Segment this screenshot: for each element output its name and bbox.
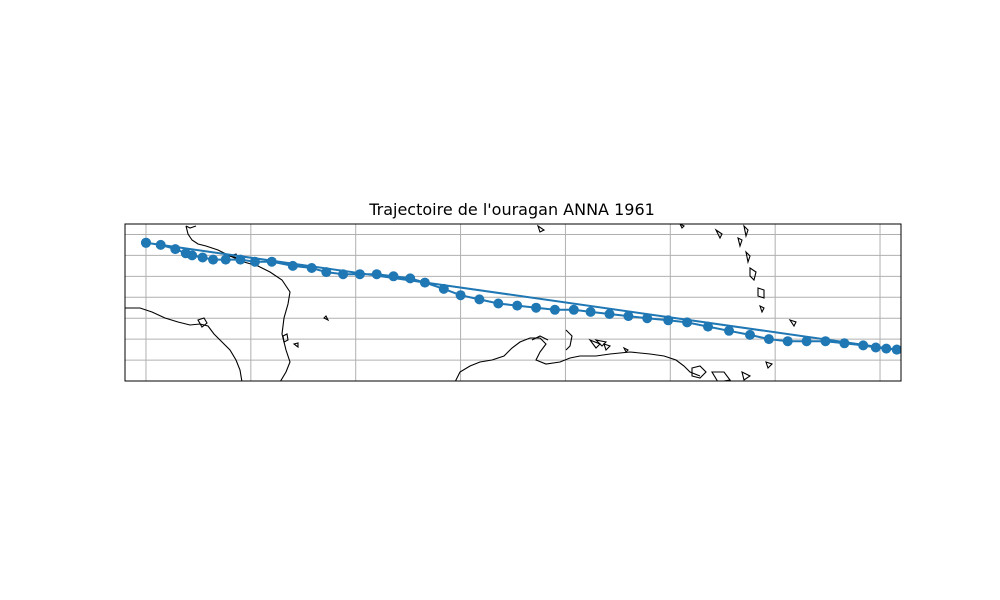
track-point <box>493 299 503 309</box>
track-point <box>858 340 868 350</box>
track-point <box>198 253 208 263</box>
track-point <box>902 346 912 356</box>
track-point <box>623 311 633 321</box>
track-point <box>250 257 260 267</box>
track-point <box>420 278 430 288</box>
track-point <box>439 284 449 294</box>
track-point <box>512 301 522 311</box>
map-plot-area <box>125 224 912 382</box>
track-point <box>531 303 541 313</box>
track-point <box>642 313 652 323</box>
track-point <box>355 269 365 279</box>
track-point <box>764 334 774 344</box>
track-point <box>288 261 298 271</box>
track-point <box>745 330 755 340</box>
track-point <box>871 343 881 353</box>
track-point <box>550 305 560 315</box>
track-point <box>474 294 484 304</box>
track-point <box>586 307 596 317</box>
track-point <box>372 269 382 279</box>
track-point <box>187 250 197 260</box>
track-point <box>783 336 793 346</box>
track-point <box>321 267 331 277</box>
track-point <box>703 322 713 332</box>
track-point <box>267 257 277 267</box>
track-point <box>208 255 218 265</box>
track-point <box>663 315 673 325</box>
track-point <box>724 326 734 336</box>
track-point <box>839 338 849 348</box>
track-point <box>802 336 812 346</box>
track-point <box>389 271 399 281</box>
track-point <box>235 255 245 265</box>
track-point <box>170 244 180 254</box>
track-point <box>141 238 151 248</box>
track-point <box>605 309 615 319</box>
track-point <box>156 240 166 250</box>
track-point <box>405 273 415 283</box>
track-point <box>569 305 579 315</box>
track-point <box>892 345 902 355</box>
track-point <box>881 344 891 354</box>
track-point <box>307 263 317 273</box>
map-background <box>125 224 901 381</box>
track-point <box>821 336 831 346</box>
track-point <box>221 255 231 265</box>
track-point <box>456 290 466 300</box>
track-point <box>338 269 348 279</box>
map-title: Trajectoire de l'ouragan ANNA 1961 <box>368 200 655 219</box>
track-point <box>682 317 692 327</box>
